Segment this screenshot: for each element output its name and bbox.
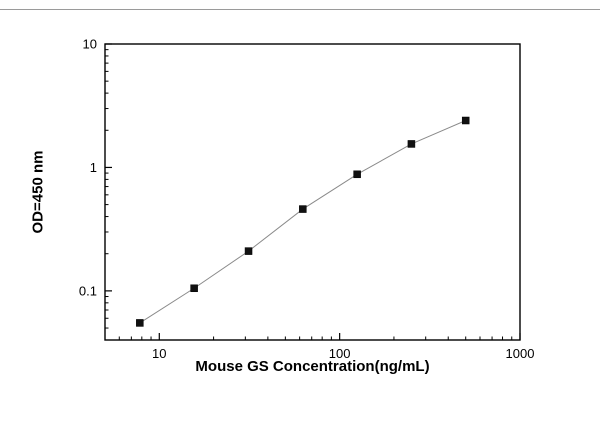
data-point-marker	[353, 170, 361, 179]
top-border-line	[0, 9, 600, 10]
data-point-marker	[407, 140, 416, 148]
plot-frame	[104, 43, 521, 341]
data-point-marker	[136, 319, 144, 327]
y-tick-label: 0.1	[79, 283, 97, 298]
x-tick-label: 100	[329, 346, 351, 361]
y-tick-label: 10	[83, 37, 97, 52]
series-line	[139, 120, 466, 324]
x-tick-label: 10	[152, 346, 166, 361]
x-axis-title: Mouse GS Concentration(ng/mL)	[195, 358, 430, 375]
data-point-marker	[190, 284, 198, 293]
data-point-marker	[299, 205, 307, 213]
data-point-marker	[461, 116, 470, 125]
data-point-marker	[244, 247, 253, 255]
x-tick-label: 1000	[506, 346, 535, 361]
y-tick-label: 1	[90, 160, 97, 175]
